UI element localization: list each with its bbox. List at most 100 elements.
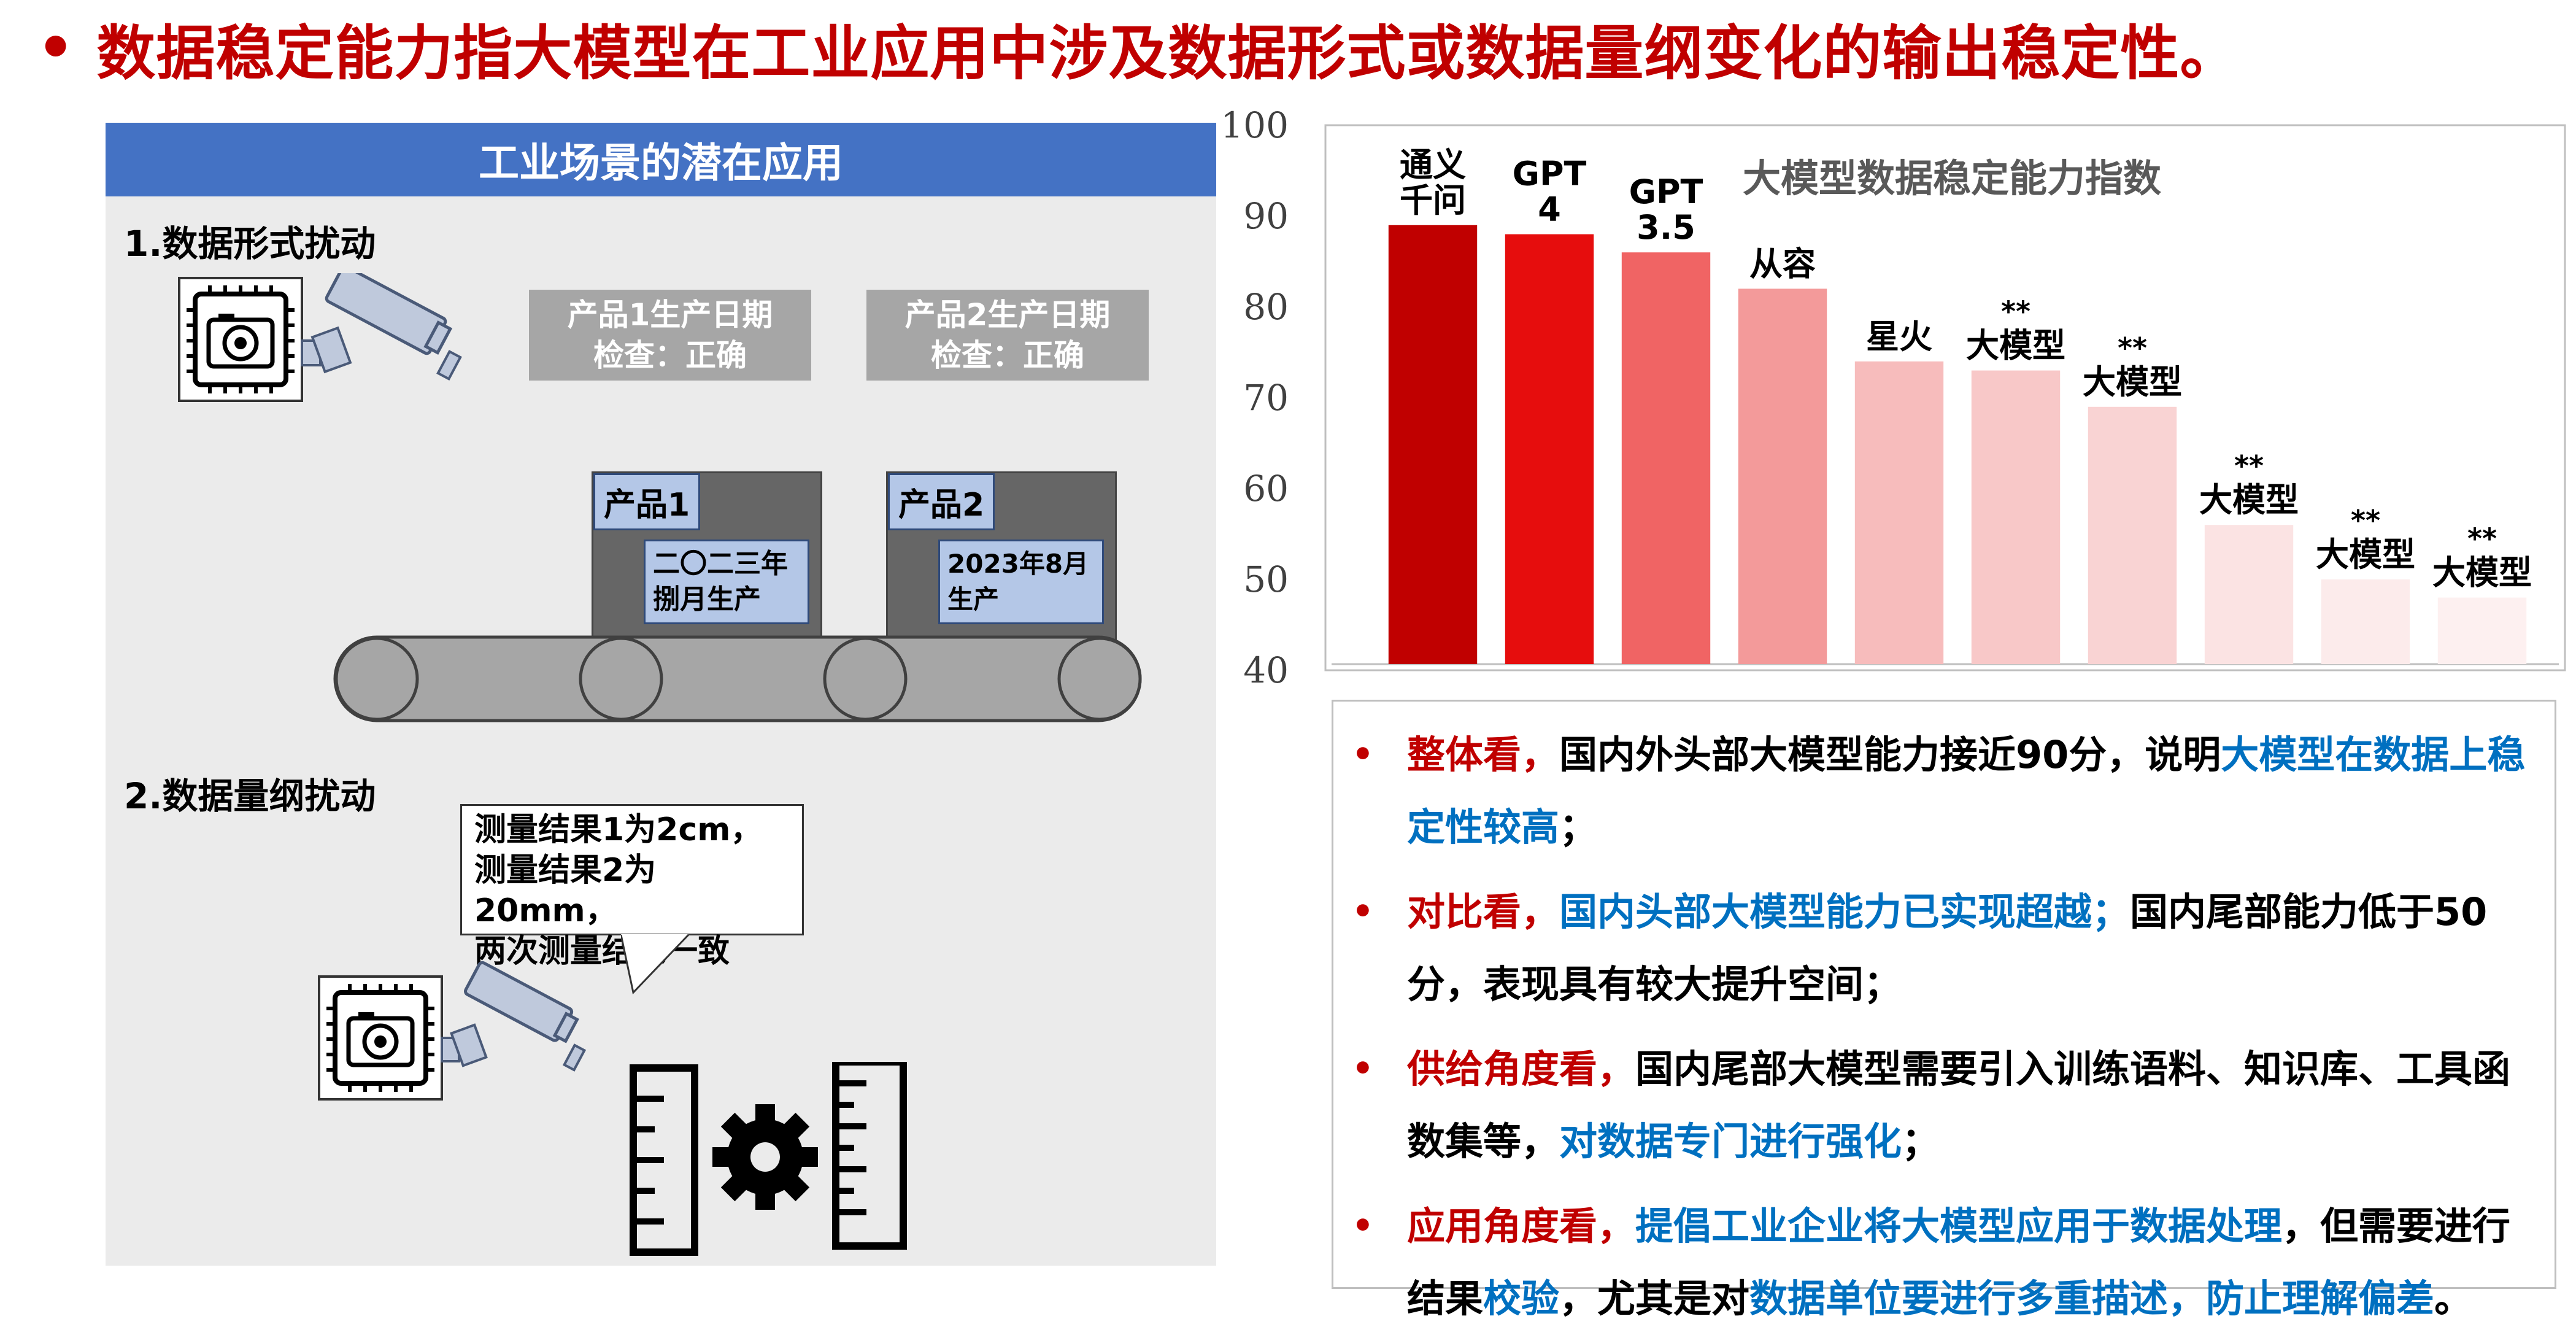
- product1-date-line2: 捌月生产: [653, 584, 761, 615]
- label2-line2: 检查：正确: [931, 338, 1084, 373]
- bar-label-4: 星火: [1866, 317, 1932, 356]
- y-tick-label: 90: [1243, 195, 1289, 237]
- bar-label-7: 大模型: [2199, 481, 2299, 519]
- industrial-scenario-panel: 工业场景的潜在应用 1.数据形式扰动 产品1生产日期 检查：正确 产品2生产日期…: [106, 123, 1216, 1266]
- speech-line2: 测量结果2为20mm，: [474, 852, 657, 929]
- analysis-text: 应用角度看，提倡工业企业将大模型应用于数据处理，但需要进行结果校验，尤其是对数据…: [1407, 1190, 2536, 1335]
- text-segment: 提倡工业企业将大模型应用于数据处理: [1635, 1204, 2283, 1248]
- bar-9: [2437, 597, 2527, 664]
- text-segment: 数据单位要进行多重描述，防止理解偏差: [1749, 1276, 2435, 1321]
- y-tick-label: 60: [1243, 468, 1289, 509]
- plot-border: [1324, 124, 2566, 671]
- bar-label-6: **: [2118, 331, 2147, 365]
- bar-4: [1854, 361, 1944, 664]
- camera-chip-icon: [318, 961, 587, 1101]
- bullet: •: [1352, 892, 1374, 932]
- product1-date: 二〇二三年 捌月生产: [644, 540, 809, 624]
- analysis-item-3: • 应用角度看，提倡工业企业将大模型应用于数据处理，但需要进行结果校验，尤其是对数…: [1352, 1190, 2536, 1335]
- text-segment: ；: [1559, 805, 1598, 849]
- ruler-gear-icon: [630, 1062, 907, 1256]
- label1-line2: 检查：正确: [593, 338, 747, 373]
- bar-label-5: 大模型: [1966, 327, 2065, 365]
- text-segment: 整体看，: [1407, 732, 1560, 777]
- bar-label-0: 通义: [1400, 145, 1466, 184]
- analysis-text: 对比看，国内头部大模型能力已实现超越；国内尾部能力低于50分，表现具有较大提升空…: [1407, 876, 2536, 1021]
- bullet: •: [1352, 1049, 1374, 1089]
- bar-label-9: 大模型: [2432, 554, 2532, 592]
- bar-8: [2321, 579, 2410, 664]
- camera-chip-icon: [178, 273, 462, 402]
- text-segment: 校验: [1483, 1276, 1560, 1321]
- stability-index-chart: 40 50 60 70 80 90 100 通义 千问 GPT 4 GPT 3.5 从容 星火 ** 大模型 **…: [1221, 104, 2576, 694]
- headline-bullet: •: [37, 14, 75, 82]
- product1-tag: 产品1: [593, 473, 701, 530]
- bar-label-1: GPT: [1513, 155, 1587, 193]
- product2-date-line1: 2023年8月: [947, 549, 1089, 579]
- product1-date-line1: 二〇二三年: [653, 548, 788, 579]
- text-segment: 国内外头部大模型能力接近90分，说明: [1559, 732, 2221, 777]
- bullet: •: [1352, 735, 1374, 775]
- analysis-item-2: • 供给角度看，国内尾部大模型需要引入训练语料、知识库、工具函数集等，对数据专门进…: [1352, 1033, 2536, 1178]
- bar-label-2: GPT: [1629, 172, 1703, 211]
- product2-date-check-label: 产品2生产日期 检查：正确: [866, 290, 1149, 381]
- headline-text: 数据稳定能力指大模型在工业应用中涉及数据形式或数据量纲变化的输出稳定性。: [96, 18, 2240, 88]
- headline: • 数据稳定能力指大模型在工业应用中涉及数据形式或数据量纲变化的输出稳定性。: [37, 11, 2239, 88]
- text-segment: 国内头部大模型能力已实现超越；: [1559, 889, 2131, 934]
- analysis-text: 供给角度看，国内尾部大模型需要引入训练语料、知识库、工具函数集等，对数据专门进行…: [1407, 1033, 2536, 1178]
- bar-3: [1738, 288, 1827, 664]
- panel-header: 工业场景的潜在应用: [106, 123, 1216, 196]
- bar-label-5: **: [2001, 295, 2030, 328]
- label2-line1: 产品2生产日期: [904, 297, 1111, 333]
- bar-label-3: 从容: [1749, 244, 1816, 283]
- text-segment: 大模型在数据上稳定性较高: [1407, 732, 2526, 849]
- product1-box: 产品1 二〇二三年 捌月生产: [592, 471, 822, 641]
- bar-6: [2088, 406, 2177, 664]
- text-segment: ，尤其是对: [1559, 1276, 1750, 1321]
- section-title-format-disturbance: 1.数据形式扰动: [124, 223, 376, 265]
- bar-7: [2204, 525, 2294, 664]
- text-segment: 国内尾部能力低于50分，表现具有较大提升空间；: [1407, 889, 2488, 1007]
- text-segment: 对比看，: [1407, 889, 1560, 934]
- y-tick-label: 70: [1243, 377, 1289, 419]
- speech-bubble-tail: [621, 934, 690, 995]
- bar-0: [1388, 225, 1478, 664]
- product2-date-line2: 生产: [947, 584, 1000, 614]
- bar-2: [1621, 252, 1711, 664]
- bullet: •: [1352, 1206, 1374, 1246]
- analysis-text: 整体看，国内外头部大模型能力接近90分，说明大模型在数据上稳定性较高；: [1407, 719, 2536, 864]
- y-tick-label: 40: [1243, 649, 1289, 691]
- chart-title: 大模型数据稳定能力指数: [1743, 156, 2162, 201]
- product2-tag: 产品2: [888, 473, 995, 530]
- bar-label-8: **: [2351, 504, 2380, 537]
- product2-date: 2023年8月 生产: [938, 540, 1104, 624]
- bar-label-6: 大模型: [2083, 363, 2182, 401]
- analysis-item-1: • 对比看，国内头部大模型能力已实现超越；国内尾部能力低于50分，表现具有较大提升…: [1352, 876, 2536, 1021]
- text-segment: 应用角度看，: [1407, 1204, 1636, 1248]
- analysis-item-0: • 整体看，国内外头部大模型能力接近90分，说明大模型在数据上稳定性较高；: [1352, 719, 2536, 864]
- speech-line1: 测量结果1为2cm，: [474, 811, 763, 848]
- product1-date-check-label: 产品1生产日期 检查：正确: [529, 290, 811, 381]
- bar-label-2: 3.5: [1637, 208, 1695, 247]
- label1-line1: 产品1生产日期: [567, 297, 773, 333]
- product2-box: 产品2 2023年8月 生产: [886, 471, 1117, 641]
- bar-label-9: **: [2467, 522, 2497, 555]
- speech-line3: 两次测量结果一致: [474, 933, 730, 970]
- text-segment: 对数据专门进行强化: [1559, 1119, 1902, 1164]
- bar-5: [1971, 370, 2061, 664]
- y-tick-label: 50: [1243, 559, 1289, 600]
- section-title-unit-disturbance: 2.数据量纲扰动: [124, 775, 376, 817]
- bar-label-1: 4: [1538, 190, 1561, 229]
- bar-1: [1505, 234, 1594, 665]
- analysis-textbox: • 整体看，国内外头部大模型能力接近90分，说明大模型在数据上稳定性较高； • 对比看…: [1332, 700, 2556, 1321]
- text-segment: 供给角度看，: [1407, 1047, 1636, 1091]
- text-segment: 。: [2434, 1276, 2473, 1321]
- speech-bubble: 测量结果1为2cm， 测量结果2为20mm， 两次测量结果一致: [460, 804, 804, 970]
- y-tick-label: 80: [1243, 286, 1289, 328]
- conveyor-belt: [333, 635, 1142, 722]
- bar-label-0: 千问: [1400, 181, 1466, 220]
- bar-label-7: **: [2234, 449, 2264, 482]
- bar-label-8: 大模型: [2316, 535, 2415, 574]
- y-tick-label: 100: [1221, 104, 1289, 146]
- text-segment: ；: [1902, 1119, 1940, 1164]
